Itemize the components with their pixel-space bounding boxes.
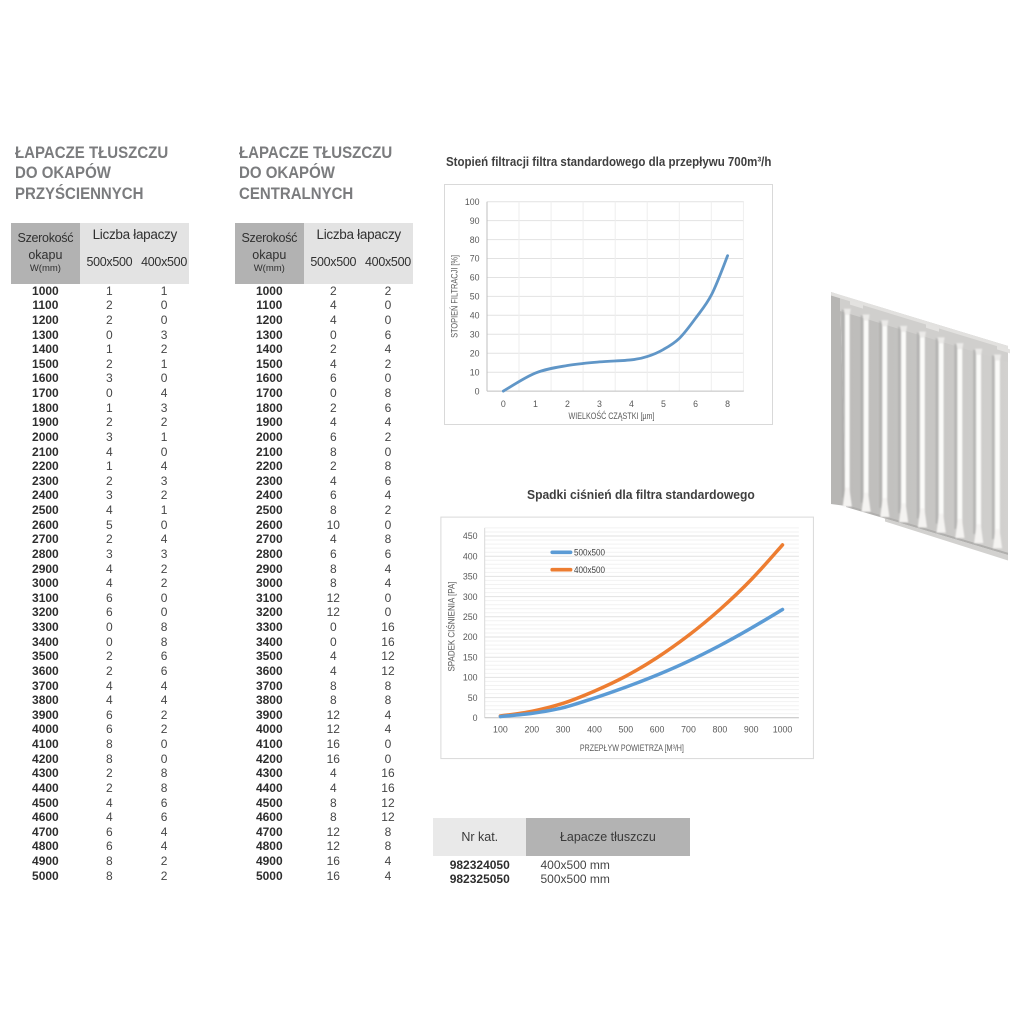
svg-text:20: 20 [470, 348, 480, 358]
svg-text:0: 0 [501, 399, 506, 409]
svg-text:0: 0 [473, 713, 478, 723]
svg-text:400: 400 [587, 724, 602, 734]
svg-text:200: 200 [524, 724, 539, 734]
svg-text:800: 800 [713, 724, 728, 734]
svg-text:3: 3 [597, 399, 602, 409]
svg-text:500x500: 500x500 [574, 547, 605, 557]
svg-text:30: 30 [470, 330, 480, 340]
svg-text:600: 600 [650, 724, 665, 734]
svg-text:90: 90 [470, 216, 480, 226]
svg-text:500: 500 [618, 724, 633, 734]
svg-text:450: 450 [463, 531, 478, 541]
svg-text:200: 200 [463, 632, 478, 642]
svg-text:4: 4 [629, 399, 634, 409]
svg-text:10: 10 [470, 367, 480, 377]
svg-text:WIELKOŚĆ CZĄSTKI [µm]: WIELKOŚĆ CZĄSTKI [µm] [569, 410, 655, 421]
svg-text:100: 100 [493, 724, 508, 734]
svg-text:60: 60 [470, 273, 480, 283]
svg-text:PRZEPŁYW POWIETRZA [M³/H]: PRZEPŁYW POWIETRZA [M³/H] [580, 743, 684, 753]
svg-text:2: 2 [565, 399, 570, 409]
svg-text:300: 300 [556, 724, 571, 734]
svg-text:6: 6 [693, 399, 698, 409]
svg-text:250: 250 [463, 612, 478, 622]
svg-text:100: 100 [465, 197, 480, 207]
svg-text:400x500: 400x500 [574, 565, 605, 575]
svg-text:100: 100 [463, 673, 478, 683]
svg-text:SPADEK CIŚNIENIA [PA]: SPADEK CIŚNIENIA [PA] [446, 582, 457, 672]
svg-text:300: 300 [463, 592, 478, 602]
svg-text:50: 50 [470, 292, 480, 302]
svg-text:700: 700 [681, 724, 696, 734]
svg-text:150: 150 [463, 652, 478, 662]
svg-text:0: 0 [475, 386, 480, 396]
svg-text:STOPIEŃ FILTRACJI [%]: STOPIEŃ FILTRACJI [%] [450, 255, 460, 338]
svg-text:40: 40 [470, 311, 480, 321]
svg-text:400: 400 [463, 551, 478, 561]
svg-text:350: 350 [463, 572, 478, 582]
svg-text:70: 70 [470, 254, 480, 264]
svg-text:1: 1 [533, 399, 538, 409]
svg-text:5: 5 [661, 399, 666, 409]
svg-text:900: 900 [744, 724, 759, 734]
svg-text:50: 50 [468, 693, 478, 703]
svg-text:1000: 1000 [773, 724, 793, 734]
svg-text:8: 8 [725, 399, 730, 409]
svg-text:80: 80 [470, 235, 480, 245]
